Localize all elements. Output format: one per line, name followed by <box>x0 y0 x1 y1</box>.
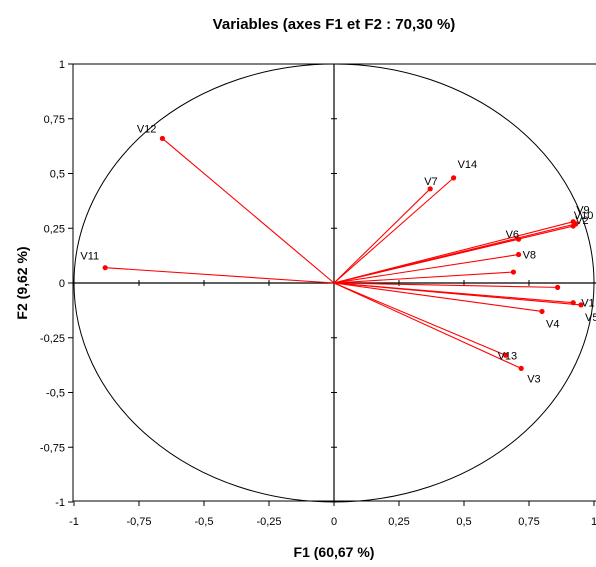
variable-vector <box>333 282 543 313</box>
variable-label: V3 <box>527 373 540 385</box>
variable-vector <box>333 223 576 284</box>
variable-point <box>518 365 524 372</box>
x-tick-label: 1 <box>591 516 596 528</box>
variable-point <box>510 269 516 275</box>
x-tick-label: -0,25 <box>256 516 281 528</box>
variable-point <box>159 135 165 142</box>
x-tick-label: 0,75 <box>518 516 539 528</box>
variable-vector <box>333 271 514 284</box>
variable-vector <box>333 282 506 356</box>
variable-label: V6 <box>506 229 519 241</box>
variable-label: V8 <box>523 250 536 262</box>
variable-point <box>451 175 457 181</box>
y-tick-label: -0,75 <box>40 442 65 454</box>
variable-point <box>578 302 584 308</box>
x-tick-label: 0 <box>331 516 337 528</box>
x-tick-label: -0,75 <box>126 516 151 528</box>
variable-point <box>573 221 579 227</box>
variable-point <box>539 308 545 315</box>
variable-label: V9 <box>576 205 589 217</box>
variable-point <box>555 284 561 290</box>
x-axis-title: F1 (60,67 %) <box>294 544 375 560</box>
variable-vector <box>162 138 335 284</box>
variable-label: V10 <box>574 210 594 222</box>
variable-point <box>102 265 108 271</box>
variable-vector <box>333 253 519 284</box>
variable-label: V11 <box>80 251 99 263</box>
y-tick-label: 0 <box>59 278 65 290</box>
y-axis-title: F2 (9,62 %) <box>14 246 30 319</box>
variable-vectors <box>102 135 584 372</box>
variable-point <box>503 352 509 358</box>
x-tick-label: -1 <box>69 516 79 528</box>
x-tick-label: 0,25 <box>388 516 409 528</box>
y-tick-label: -0,5 <box>46 388 65 400</box>
x-tick-label: -0,5 <box>195 516 214 528</box>
variable-vector <box>333 282 522 369</box>
y-tick-label: 1 <box>59 59 65 71</box>
variable-vector <box>333 282 582 306</box>
variable-vector <box>333 188 431 284</box>
variable-point <box>516 251 522 258</box>
y-tick-label: 0,25 <box>44 223 65 235</box>
variable-label: V14 <box>458 159 478 171</box>
variable-label: V12 <box>137 123 157 135</box>
variable-vector <box>333 282 558 288</box>
y-tick-label: -1 <box>55 497 65 509</box>
x-axis-ticks: -1 -0,75 -0,5 -0,25 0 0,25 0,5 0,75 1 <box>69 280 596 528</box>
variable-label: V4 <box>546 318 559 330</box>
y-tick-label: -0,25 <box>40 333 65 345</box>
y-axis-ticks: 1 0,75 0,5 0,25 0 -0,25 -0,5 -0,75 -1 <box>40 59 337 509</box>
variable-point <box>427 186 433 192</box>
variable-vector <box>105 267 335 284</box>
variable-label: V13 <box>498 350 518 362</box>
y-tick-label: 0,5 <box>50 169 65 181</box>
variable-label: V2 <box>575 215 588 227</box>
chart-title: Variables (axes F1 et F2 : 70,30 %) <box>213 16 456 33</box>
x-tick-label: 0,5 <box>456 516 471 528</box>
variable-label: V7 <box>424 176 437 188</box>
variable-vector <box>333 177 454 284</box>
y-tick-label: 0,75 <box>44 114 65 126</box>
variable-label: V5 <box>585 312 596 324</box>
variable-label: V1 <box>581 298 594 310</box>
